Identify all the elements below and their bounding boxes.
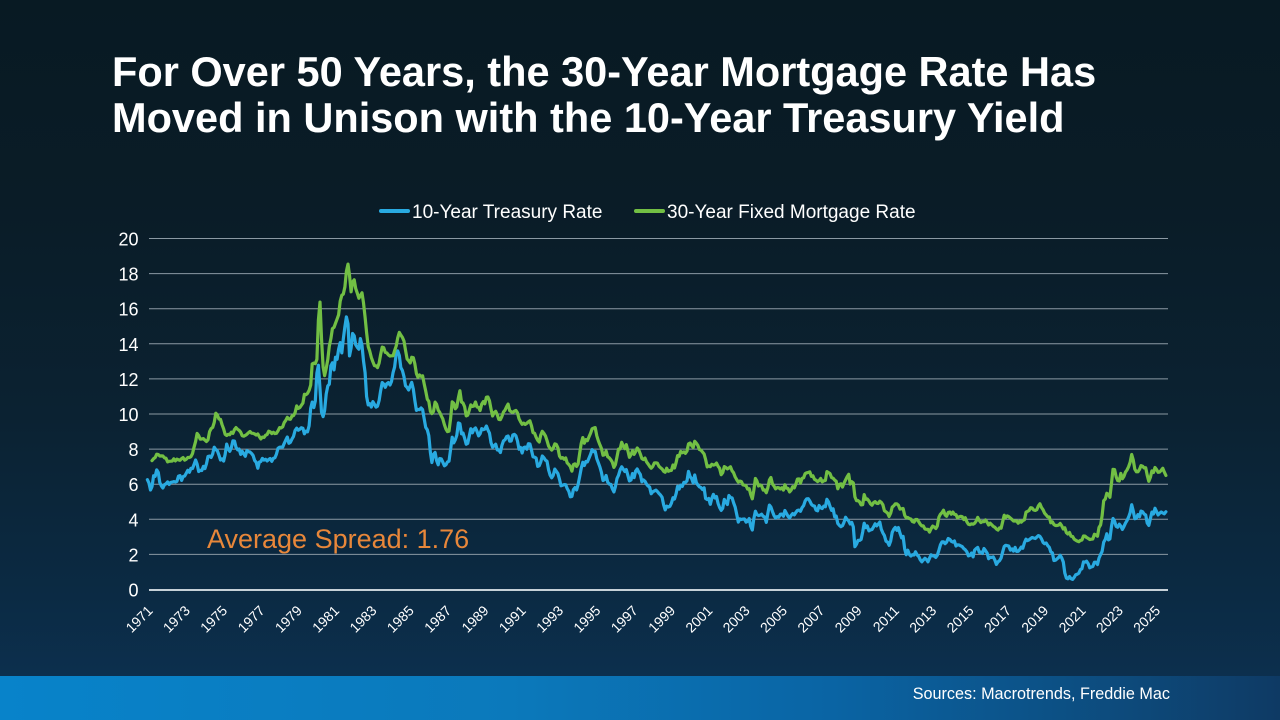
svg-text:1999: 1999 <box>645 602 678 635</box>
svg-text:2: 2 <box>128 545 138 565</box>
svg-text:1977: 1977 <box>234 602 267 635</box>
svg-text:2003: 2003 <box>719 602 752 635</box>
svg-text:2019: 2019 <box>1018 602 1051 635</box>
svg-text:2009: 2009 <box>831 602 864 635</box>
svg-text:1991: 1991 <box>496 602 529 635</box>
svg-text:8: 8 <box>128 440 138 460</box>
svg-text:1997: 1997 <box>608 602 641 635</box>
svg-text:1979: 1979 <box>272 602 305 635</box>
svg-text:1985: 1985 <box>384 602 417 635</box>
svg-text:2023: 2023 <box>1093 602 1126 635</box>
svg-text:2025: 2025 <box>1130 602 1163 635</box>
svg-text:12: 12 <box>118 370 138 390</box>
svg-text:1987: 1987 <box>421 602 454 635</box>
svg-text:1975: 1975 <box>197 602 230 635</box>
svg-text:4: 4 <box>128 510 138 530</box>
svg-text:2005: 2005 <box>757 602 790 635</box>
svg-text:1973: 1973 <box>160 602 193 635</box>
svg-text:1989: 1989 <box>458 602 491 635</box>
svg-text:10: 10 <box>118 405 138 425</box>
svg-text:30-Year Fixed Mortgage Rate: 30-Year Fixed Mortgage Rate <box>667 202 916 223</box>
svg-text:18: 18 <box>118 265 138 285</box>
svg-text:2015: 2015 <box>943 602 976 635</box>
svg-text:16: 16 <box>118 300 138 320</box>
svg-text:2007: 2007 <box>794 602 827 635</box>
svg-text:1993: 1993 <box>533 602 566 635</box>
svg-text:2001: 2001 <box>682 602 715 635</box>
svg-text:10-Year Treasury Rate: 10-Year Treasury Rate <box>412 202 602 223</box>
svg-text:2021: 2021 <box>1055 602 1088 635</box>
svg-text:2017: 2017 <box>981 602 1014 635</box>
svg-text:1995: 1995 <box>570 602 603 635</box>
svg-text:2013: 2013 <box>906 602 939 635</box>
svg-text:1983: 1983 <box>346 602 379 635</box>
svg-text:1971: 1971 <box>122 602 155 635</box>
svg-text:20: 20 <box>118 230 138 250</box>
svg-text:0: 0 <box>128 581 138 601</box>
svg-text:2011: 2011 <box>870 602 903 635</box>
svg-text:6: 6 <box>128 475 138 495</box>
svg-text:14: 14 <box>118 335 138 355</box>
svg-text:1981: 1981 <box>309 602 342 635</box>
svg-text:Average Spread: 1.76: Average Spread: 1.76 <box>207 524 469 554</box>
